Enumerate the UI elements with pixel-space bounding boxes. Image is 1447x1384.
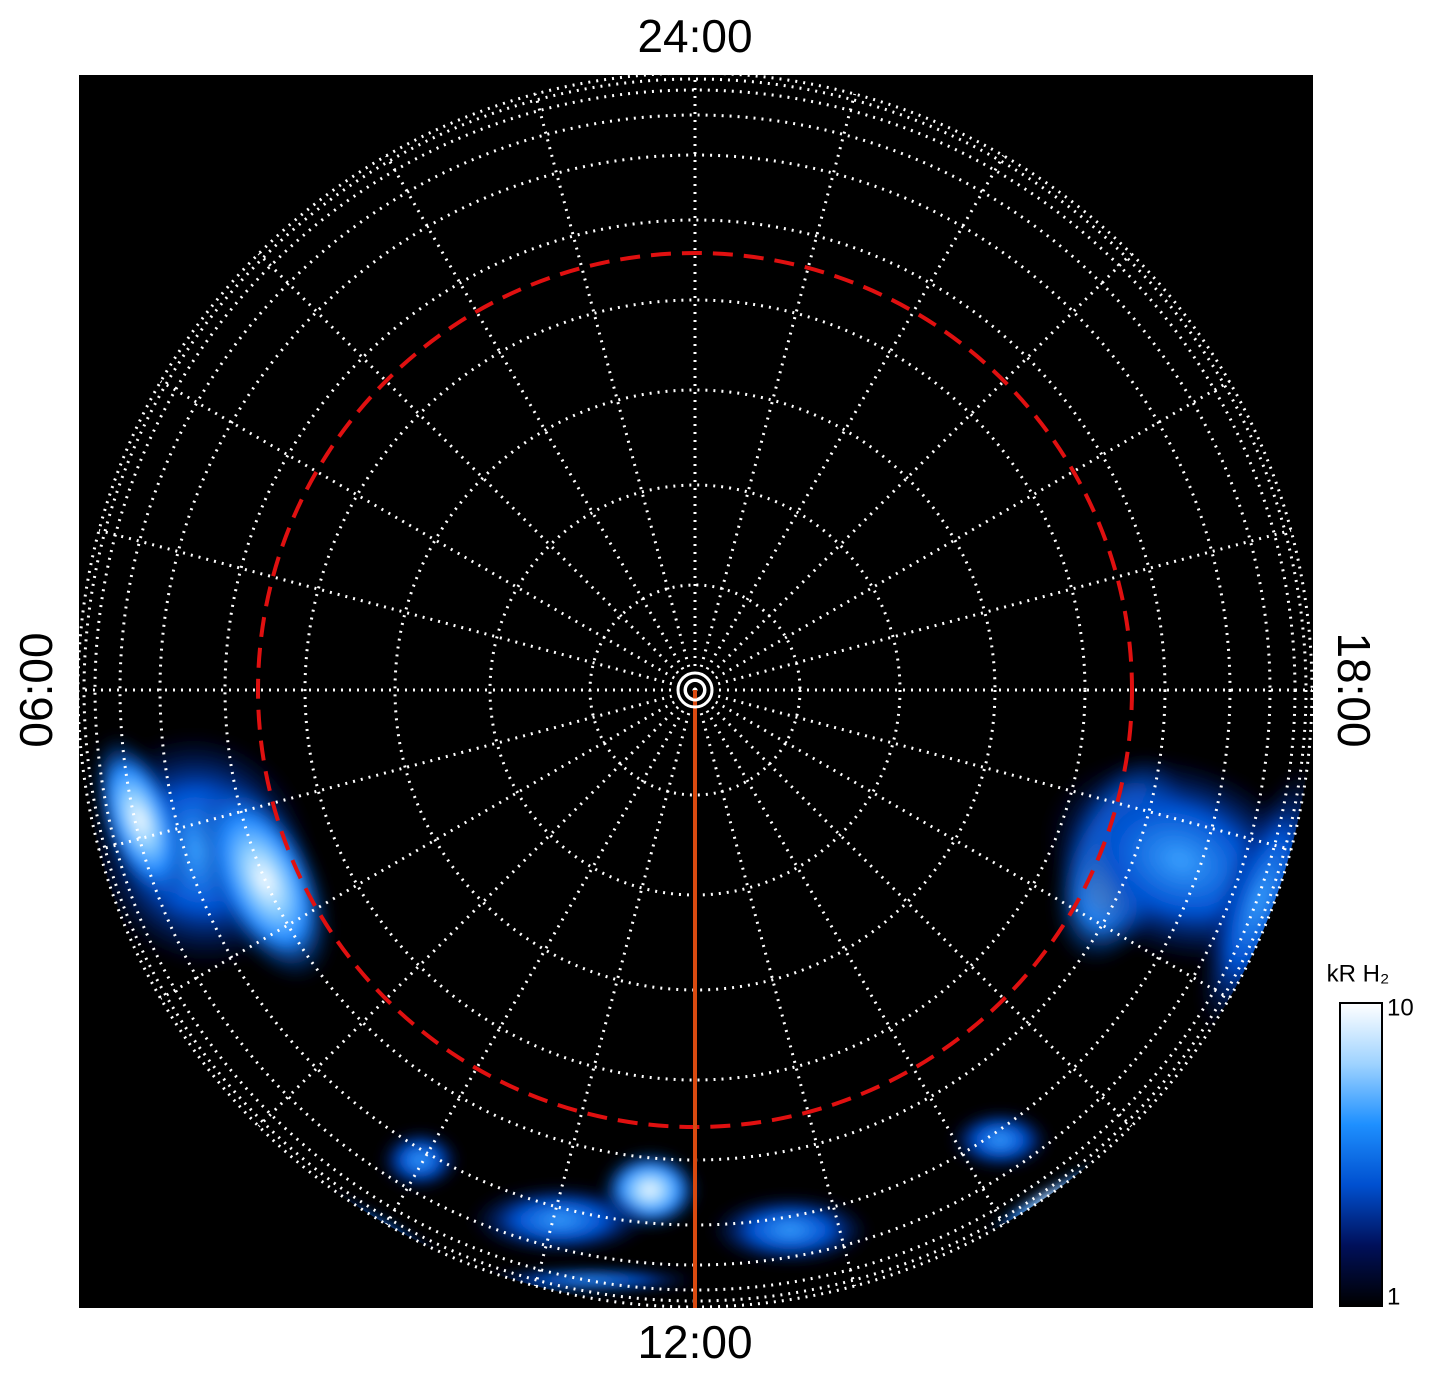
latitude-circle (393, 388, 997, 992)
pole-marker (676, 671, 714, 709)
latitude-circle (118, 113, 1272, 1267)
latitude-circle (303, 298, 1087, 1082)
aurora-emission (88, 731, 1312, 1292)
hour-label: 18:00 (1328, 632, 1380, 747)
pole-marker (683, 678, 707, 702)
colorbar-title: kR H₂ (1327, 960, 1390, 987)
colorbar-tick-label: 10 (1387, 994, 1414, 1021)
colorbar (1339, 1002, 1383, 1307)
latitude-circle (82, 77, 1308, 1303)
hour-label: 06:00 (10, 632, 62, 747)
hour-label: 12:00 (637, 1316, 752, 1368)
latitude-circle (223, 218, 1167, 1162)
hour-label: 24:00 (637, 10, 752, 62)
colorbar-tick-label: 1 (1387, 1283, 1400, 1310)
